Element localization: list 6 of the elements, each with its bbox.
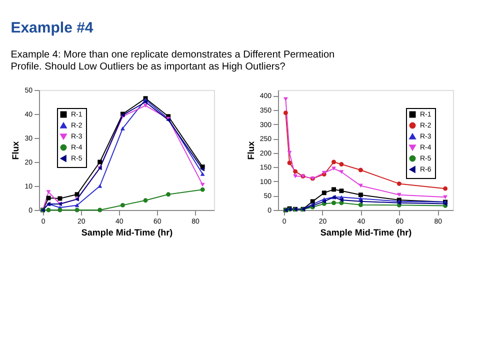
x-axis-title: Sample Mid-Time (hr) — [320, 228, 412, 238]
x-axis-title: Sample Mid-Time (hr) — [81, 228, 173, 238]
y-axis-title: Flux — [246, 141, 256, 160]
y-axis-title: Flux — [10, 141, 21, 160]
chart-subtitle: Example 4: More than one replicate demonstrates a Different Permeation Profile. Should Low Outliers be as important as High Outliers? — [10, 50, 335, 72]
chart-title: Example #4 — [10, 20, 94, 36]
